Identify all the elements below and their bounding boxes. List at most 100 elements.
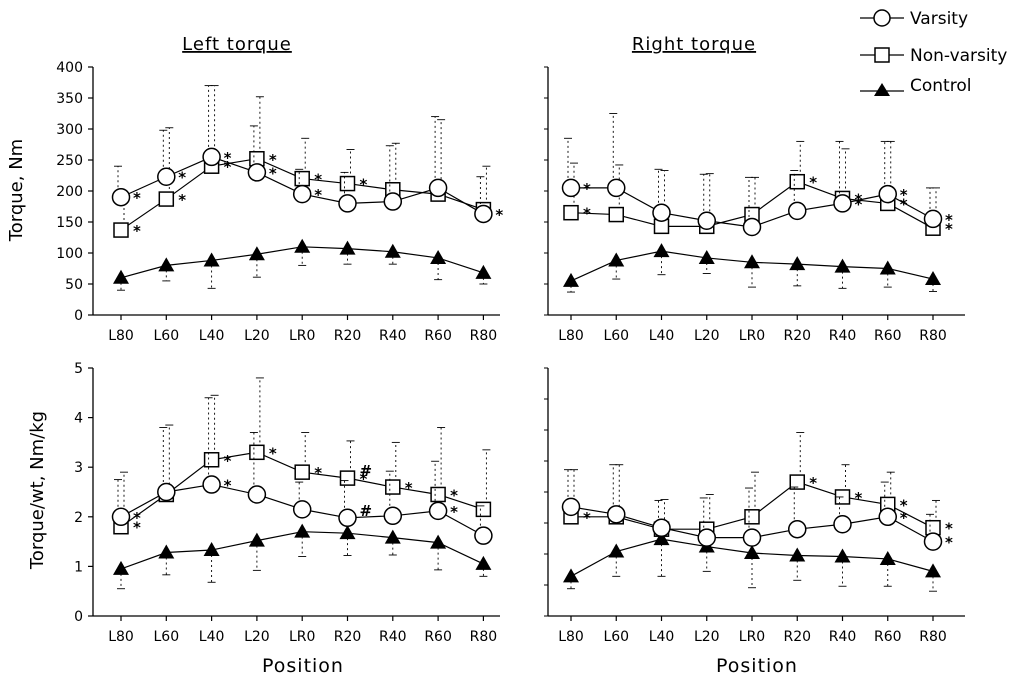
data-point-varsity bbox=[742, 528, 762, 547]
data-point-varsity bbox=[292, 500, 312, 519]
data-point-varsity bbox=[383, 192, 403, 211]
significance-star: * bbox=[133, 509, 141, 527]
data-point-control bbox=[430, 249, 447, 264]
significance-star: * bbox=[133, 222, 141, 240]
data-point-control bbox=[698, 249, 715, 264]
x-tick-label: L20 bbox=[244, 328, 270, 344]
data-point-control bbox=[563, 272, 579, 287]
y-tick-label: 300 bbox=[56, 122, 83, 138]
data-point-control bbox=[834, 548, 851, 563]
significance-star: * bbox=[178, 191, 186, 209]
y-tick-label: 0 bbox=[74, 308, 83, 324]
x-tick-label: L40 bbox=[649, 328, 675, 344]
data-point-control bbox=[834, 258, 851, 273]
x-tick-label: R80 bbox=[919, 328, 947, 344]
data-point-varsity bbox=[111, 507, 131, 527]
data-point-control bbox=[925, 563, 941, 578]
significance-star: * bbox=[224, 477, 232, 495]
significance-star: * bbox=[450, 486, 458, 504]
panel-title: Right torque bbox=[632, 34, 756, 55]
y-tick-label: 0 bbox=[74, 609, 83, 625]
x-tick-label: L40 bbox=[649, 629, 675, 645]
legend-nonvarsity-marker bbox=[874, 47, 890, 63]
y-tick-label: 50 bbox=[65, 277, 83, 293]
significance-star: * bbox=[495, 206, 503, 224]
data-point-control bbox=[384, 243, 401, 258]
data-point-varsity bbox=[833, 514, 852, 534]
data-point-nonvarsity bbox=[158, 191, 175, 207]
data-point-nonvarsity bbox=[789, 474, 805, 490]
data-point-varsity bbox=[202, 475, 221, 494]
data-point-control bbox=[248, 246, 265, 261]
data-point-control bbox=[653, 531, 670, 546]
y-axis-label: Torque, Nm bbox=[6, 139, 27, 242]
data-point-varsity bbox=[878, 184, 897, 204]
data-point-varsity bbox=[292, 184, 312, 204]
data-point-nonvarsity bbox=[113, 222, 129, 238]
data-point-control bbox=[879, 260, 896, 275]
data-point-varsity bbox=[157, 482, 176, 502]
data-point-varsity bbox=[383, 506, 403, 526]
significance-star: * bbox=[224, 158, 232, 176]
data-point-control bbox=[475, 555, 492, 570]
significance-star: * bbox=[583, 509, 591, 527]
data-point-control bbox=[789, 256, 806, 271]
significance-hash: # bbox=[360, 462, 373, 480]
y-tick-label: 3 bbox=[74, 460, 83, 476]
x-tick-label: L80 bbox=[108, 328, 134, 344]
significance-star: * bbox=[178, 169, 186, 187]
x-tick-label: R40 bbox=[379, 328, 407, 344]
data-point-varsity bbox=[652, 203, 671, 222]
significance-star: * bbox=[945, 211, 953, 229]
data-point-varsity bbox=[788, 519, 807, 539]
data-point-nonvarsity bbox=[385, 479, 401, 495]
significance-star: * bbox=[269, 151, 277, 169]
significance-star: * bbox=[855, 190, 863, 208]
significance-star: * bbox=[450, 503, 458, 521]
x-tick-label: R60 bbox=[424, 328, 452, 344]
x-tick-label: LR0 bbox=[739, 629, 765, 645]
x-tick-label: L20 bbox=[694, 629, 720, 645]
data-point-control bbox=[744, 254, 760, 269]
y-tick-label: 1 bbox=[74, 559, 83, 575]
series-triangle bbox=[113, 523, 492, 590]
data-point-varsity bbox=[428, 178, 448, 198]
significance-star: * bbox=[314, 186, 322, 204]
data-point-nonvarsity bbox=[249, 444, 265, 461]
data-point-varsity bbox=[652, 518, 671, 537]
data-point-control bbox=[475, 264, 492, 279]
data-point-nonvarsity bbox=[294, 170, 310, 187]
data-point-varsity bbox=[474, 526, 493, 545]
data-point-control bbox=[294, 523, 311, 538]
x-tick-label: L80 bbox=[558, 328, 584, 344]
y-tick-label: 200 bbox=[56, 184, 83, 200]
data-point-nonvarsity bbox=[203, 452, 220, 468]
data-point-control bbox=[563, 568, 579, 583]
legend-varsity-label: Varsity bbox=[910, 9, 968, 29]
x-tick-label: R20 bbox=[334, 328, 362, 344]
significance-star: * bbox=[360, 176, 368, 194]
data-point-nonvarsity bbox=[563, 204, 579, 221]
series-square: ** ** *#* * bbox=[113, 377, 492, 537]
significance-star: * bbox=[269, 444, 277, 462]
significance-star: * bbox=[314, 464, 322, 482]
data-point-control bbox=[158, 257, 175, 272]
panel-left-torque: 0 50 100 150 200 250 300 350 400 L80 L60 L40 L20 LR0 R… bbox=[6, 34, 503, 344]
x-tick-label: R60 bbox=[874, 629, 902, 645]
significance-star: * bbox=[133, 189, 141, 207]
data-point-nonvarsity bbox=[608, 206, 624, 223]
significance-star: * bbox=[269, 164, 277, 182]
data-point-varsity bbox=[474, 204, 493, 224]
data-point-varsity bbox=[697, 211, 716, 231]
significance-star: * bbox=[855, 489, 863, 507]
x-axis-label: Position bbox=[262, 655, 344, 677]
significance-hash: # bbox=[360, 502, 373, 520]
significance-star: * bbox=[583, 205, 591, 223]
x-tick-label: R20 bbox=[783, 629, 811, 645]
data-point-control bbox=[203, 252, 220, 267]
data-point-varsity bbox=[111, 187, 131, 207]
data-point-control bbox=[203, 542, 220, 557]
significance-star: * bbox=[224, 452, 232, 470]
data-point-control bbox=[925, 271, 941, 286]
x-tick-label: R60 bbox=[424, 629, 452, 645]
